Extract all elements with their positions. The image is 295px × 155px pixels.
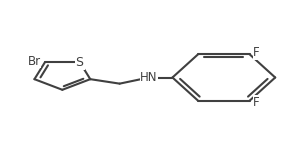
Text: F: F (253, 96, 260, 109)
Text: S: S (76, 55, 83, 69)
Text: HN: HN (140, 71, 158, 84)
Text: F: F (253, 46, 260, 59)
Text: Br: Br (27, 55, 41, 68)
